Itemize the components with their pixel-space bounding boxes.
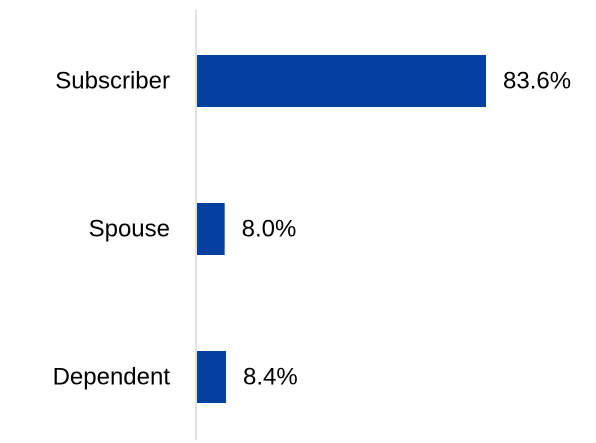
category-label-spouse: Spouse [89,216,170,243]
category-labels-group: Subscriber Spouse Dependent [53,68,171,391]
category-label-dependent: Dependent [53,364,171,391]
value-label-subscriber: 83.6% [503,68,571,95]
value-labels-group: 83.6% 8.0% 8.4% [242,68,571,391]
value-label-dependent: 8.4% [243,364,298,391]
bar-subscriber [197,55,486,107]
bar-spouse [197,203,225,255]
bars-group [197,55,486,403]
bar-dependent [197,351,227,403]
category-label-subscriber: Subscriber [55,68,170,95]
value-label-spouse: 8.0% [242,216,297,243]
